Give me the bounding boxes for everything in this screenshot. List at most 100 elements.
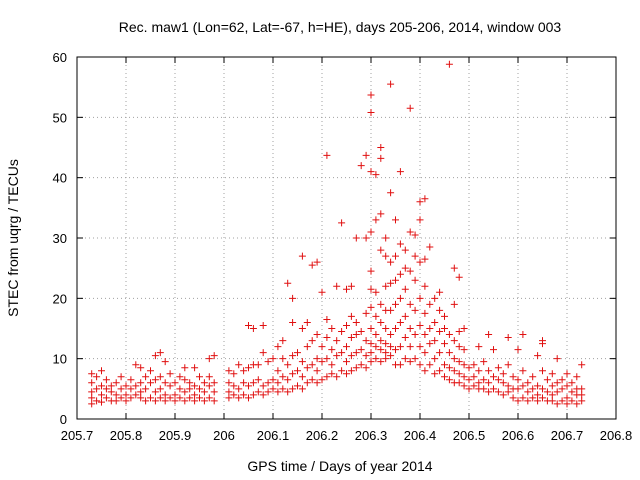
y-tick-labels: 0 10 20 30 40 50 60 — [53, 50, 67, 427]
data-point — [284, 376, 292, 384]
data-point — [485, 388, 493, 396]
data-point — [352, 331, 360, 339]
data-point — [416, 343, 424, 351]
data-point — [249, 379, 257, 387]
data-point — [196, 373, 203, 381]
data-point — [166, 394, 174, 402]
data-point — [441, 340, 448, 348]
data-point — [323, 151, 331, 159]
data-point — [225, 394, 233, 402]
data-point — [303, 379, 311, 387]
data-point — [235, 361, 243, 369]
data-point — [514, 397, 522, 405]
data-point — [352, 349, 360, 357]
data-point — [411, 306, 419, 314]
data-point — [382, 355, 390, 363]
data-point — [509, 373, 517, 381]
data-point — [578, 391, 586, 399]
data-point — [274, 343, 282, 351]
data-point — [245, 382, 252, 390]
data-point — [259, 382, 267, 390]
data-point — [519, 331, 527, 339]
data-point — [191, 364, 199, 372]
data-point — [98, 382, 105, 390]
y-tick-label: 40 — [53, 171, 67, 186]
data-point — [249, 325, 257, 332]
data-point — [406, 300, 414, 308]
data-point — [377, 346, 385, 354]
x-tick-labels: 205.7 205.8 205.9 206 206.1 206.2 206.3 206.4 20… — [61, 428, 633, 443]
axis-ticks — [76, 56, 617, 420]
data-point — [553, 388, 561, 396]
data-point — [151, 388, 159, 396]
x-tick-label: 206.4 — [404, 428, 437, 443]
data-point — [166, 370, 174, 378]
data-point — [338, 349, 346, 357]
data-point — [387, 352, 395, 360]
data-point — [421, 331, 429, 339]
data-point — [279, 355, 287, 363]
data-point — [122, 391, 130, 399]
data-point — [318, 343, 326, 351]
data-point — [416, 258, 424, 266]
data-point — [441, 373, 448, 381]
data-point — [318, 358, 326, 366]
data-point — [298, 358, 306, 366]
data-point — [294, 382, 301, 390]
data-point — [406, 325, 414, 332]
data-point — [529, 373, 537, 381]
data-point — [411, 331, 419, 339]
data-point — [421, 195, 429, 203]
data-point — [450, 264, 458, 272]
data-point — [196, 394, 203, 402]
data-point — [539, 337, 546, 345]
data-point — [259, 391, 267, 399]
data-point — [308, 376, 316, 384]
data-point — [98, 398, 105, 406]
data-point — [161, 391, 169, 399]
data-point — [450, 367, 458, 375]
data-point — [499, 379, 507, 387]
data-point — [156, 385, 164, 393]
data-point — [343, 370, 350, 378]
data-point — [338, 367, 346, 375]
data-point — [289, 385, 297, 393]
data-point — [387, 343, 395, 351]
data-point — [396, 240, 404, 248]
data-point — [318, 376, 326, 384]
data-point — [490, 346, 497, 354]
data-point — [377, 144, 385, 151]
data-point — [460, 382, 468, 390]
data-point — [289, 294, 297, 302]
data-point — [171, 379, 179, 387]
data-point — [323, 334, 331, 342]
data-point — [112, 397, 120, 405]
data-point — [401, 285, 409, 293]
data-point — [436, 328, 444, 336]
data-point — [539, 394, 546, 402]
data-point — [499, 370, 507, 378]
data-points — [88, 60, 586, 408]
data-point — [112, 391, 120, 399]
data-point — [475, 379, 483, 387]
data-point — [426, 300, 434, 308]
data-point — [573, 373, 581, 381]
data-point — [274, 367, 282, 375]
data-point — [249, 391, 257, 399]
data-point — [382, 234, 390, 242]
data-point — [328, 370, 336, 378]
data-point — [465, 385, 473, 393]
data-point — [142, 385, 150, 393]
x-tick-label: 206.8 — [600, 428, 633, 443]
data-point — [499, 391, 507, 399]
data-point — [529, 385, 537, 393]
data-point — [151, 397, 159, 405]
data-point — [161, 379, 169, 387]
data-point — [102, 376, 110, 384]
data-point — [460, 346, 468, 354]
data-point — [303, 364, 311, 372]
data-point — [396, 318, 404, 326]
data-point — [245, 364, 252, 372]
data-point — [558, 385, 566, 393]
y-tick-label: 10 — [53, 352, 67, 367]
